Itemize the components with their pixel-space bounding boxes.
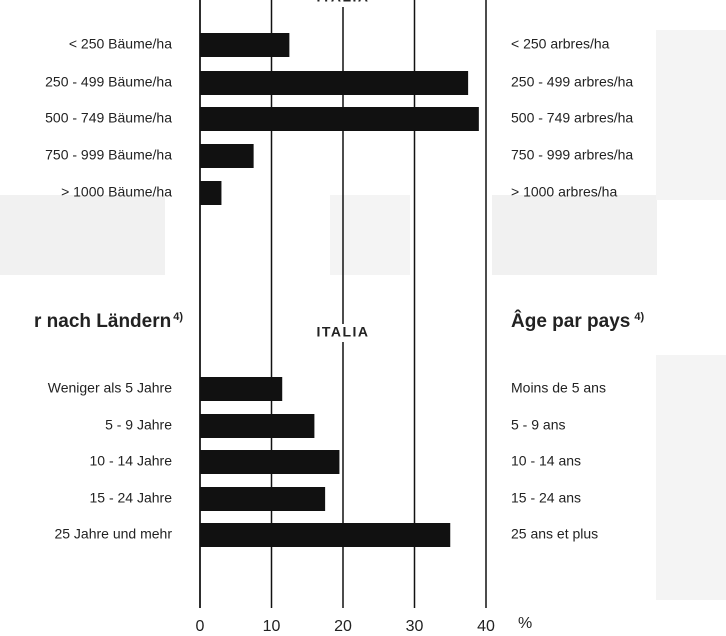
bar [200, 71, 469, 95]
category-label-fr: > 1000 arbres/ha [511, 184, 617, 200]
heading-text: Âge par pays [511, 310, 630, 332]
title-backdrop [308, 0, 378, 7]
category-label-fr: 750 - 999 arbres/ha [511, 147, 633, 163]
chart-title: ITALIA [316, 324, 369, 340]
category-label-de: < 250 Bäume/ha [69, 36, 172, 52]
footnote-mark: 4) [634, 311, 644, 323]
bar [200, 33, 290, 57]
category-label-fr: 15 - 24 ans [511, 490, 581, 506]
scan-patch [656, 355, 726, 600]
category-label-fr: Moins de 5 ans [511, 380, 606, 396]
category-label-fr: 10 - 14 ans [511, 453, 581, 469]
category-label-de: > 1000 Bäume/ha [61, 184, 172, 200]
scan-patch [330, 195, 410, 275]
bar [200, 487, 326, 511]
category-label-de: 5 - 9 Jahre [105, 417, 172, 433]
scan-patch [492, 195, 657, 275]
bar [200, 181, 222, 205]
category-label-de: 250 - 499 Bäume/ha [45, 74, 172, 90]
bar [200, 450, 340, 474]
bar [200, 377, 283, 401]
bar [200, 414, 315, 438]
x-tick-label: 0 [196, 618, 205, 635]
chart-title: ITALIA [316, 0, 369, 5]
x-tick-label: 20 [334, 618, 352, 635]
category-label-de: 25 Jahre und mehr [54, 526, 172, 542]
category-label-de: 10 - 14 Jahre [90, 453, 173, 469]
category-label-fr: 5 - 9 ans [511, 417, 565, 433]
scan-patch [0, 195, 165, 275]
category-label-de: 15 - 24 Jahre [90, 490, 173, 506]
x-tick-label: 40 [477, 618, 495, 635]
scan-patch [656, 30, 726, 200]
category-label-fr: 250 - 499 arbres/ha [511, 74, 633, 90]
bar [200, 523, 451, 547]
bar [200, 107, 479, 131]
section-heading-fr: Âge par pays 4) [511, 310, 644, 332]
category-label-fr: 25 ans et plus [511, 526, 598, 542]
category-label-de: Weniger als 5 Jahre [48, 380, 172, 396]
x-tick-label: 10 [263, 618, 281, 635]
section-heading-de: r nach Ländern 4) [34, 311, 183, 332]
footnote-mark: 4) [173, 311, 183, 323]
bar [200, 144, 254, 168]
category-label-fr: < 250 arbres/ha [511, 36, 610, 52]
category-label-de: 750 - 999 Bäume/ha [45, 147, 172, 163]
title-backdrop [308, 324, 378, 342]
x-axis-unit: % [518, 615, 532, 632]
category-label-de: 500 - 749 Bäume/ha [45, 110, 172, 126]
category-label-fr: 500 - 749 arbres/ha [511, 110, 633, 126]
x-tick-label: 30 [406, 618, 424, 635]
heading-text: r nach Ländern [34, 311, 171, 332]
